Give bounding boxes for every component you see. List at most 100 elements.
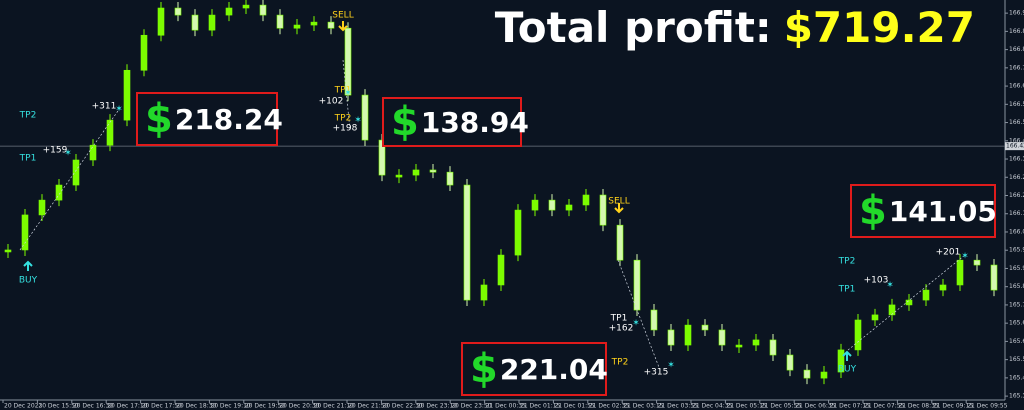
y-tick-label: 166.745 xyxy=(1009,64,1024,71)
y-tick-label: 166.070 xyxy=(1009,228,1024,235)
current-price-box xyxy=(1005,142,1024,151)
x-tick-label: 20 Dec 19:10 xyxy=(210,403,251,410)
y-tick-label: 166.520 xyxy=(1009,119,1024,126)
candle xyxy=(565,204,573,211)
marker-star: ✶ xyxy=(632,319,640,329)
candle xyxy=(123,69,131,121)
candle xyxy=(616,224,624,261)
candle xyxy=(582,194,590,206)
y-tick-label: 166.295 xyxy=(1009,174,1024,181)
y-tick-label: 165.770 xyxy=(1009,301,1024,308)
y-tick-label: 165.920 xyxy=(1009,265,1024,272)
signal-arrow xyxy=(614,203,624,214)
x-tick-label: 20 Dec 23:10 xyxy=(417,403,458,410)
candle xyxy=(106,119,114,146)
y-tick-label: 166.370 xyxy=(1009,156,1024,163)
x-tick-label: 21 Dec 05:55 xyxy=(761,403,802,410)
total-value: $719.27 xyxy=(784,3,975,52)
signal-label: BUY xyxy=(838,365,857,375)
x-tick-label: 20 Dec 18:30 xyxy=(176,403,217,410)
marker-star: ✶ xyxy=(886,281,894,291)
x-tick-label: 21 Dec 07:55 xyxy=(864,403,905,410)
y-tick-label: 165.470 xyxy=(1009,374,1024,381)
candle xyxy=(667,329,675,346)
y-tick-label: 166.145 xyxy=(1009,210,1024,217)
candle xyxy=(140,34,148,71)
candle xyxy=(718,329,726,346)
x-tick-label: 20 Dec 22:30 xyxy=(382,403,423,410)
candle xyxy=(293,24,301,29)
signal-label: TP2 xyxy=(19,111,37,121)
candle xyxy=(429,169,437,173)
candle xyxy=(939,284,947,291)
signal-arrow xyxy=(23,260,33,271)
x-tick-label: 21 Dec 09:55 xyxy=(967,403,1008,410)
candle xyxy=(395,174,403,178)
signal-arrow xyxy=(842,350,852,361)
y-tick-label: 166.670 xyxy=(1009,83,1024,90)
y-tick-label: 166.895 xyxy=(1009,28,1024,35)
profit-currency: $ xyxy=(470,346,498,392)
profit-box xyxy=(382,97,522,147)
candle xyxy=(820,371,828,379)
y-tick-label: 165.620 xyxy=(1009,338,1024,345)
candle xyxy=(752,339,760,346)
x-tick-label: 21 Dec 03:55 xyxy=(658,403,699,410)
x-tick-label: 20 Dec 20:30 xyxy=(279,403,320,410)
x-tick-label: 21 Dec 08:35 xyxy=(898,403,939,410)
candle xyxy=(888,304,896,316)
candle xyxy=(769,339,777,356)
total-label: Total profit: xyxy=(495,3,772,52)
x-tick-label: 20 Dec 16:30 xyxy=(73,403,114,410)
y-tick-label: 166.820 xyxy=(1009,46,1024,53)
marker-star: ✶ xyxy=(354,116,362,126)
signal-label: TP2 xyxy=(334,114,352,124)
profit-value: 141.05 xyxy=(889,195,997,228)
profit-text: $221.04 xyxy=(470,346,608,392)
x-tick-label: 20 Dec 2023 xyxy=(4,403,43,410)
current-price-label: 166.423 xyxy=(1006,143,1024,150)
candle xyxy=(922,289,930,301)
profit-currency: $ xyxy=(145,96,173,142)
y-tick-label: 165.995 xyxy=(1009,247,1024,254)
x-tick-label: 21 Dec 05:15 xyxy=(726,403,767,410)
marker-star: ✶ xyxy=(344,89,352,99)
y-tick-label: 165.845 xyxy=(1009,283,1024,290)
candle xyxy=(259,4,267,16)
candle xyxy=(786,354,794,371)
profit-box xyxy=(850,184,996,238)
candle xyxy=(208,14,216,31)
candle xyxy=(735,344,743,348)
y-tick-label: 166.970 xyxy=(1009,10,1024,17)
candle xyxy=(89,144,97,161)
x-tick-label: 21 Dec 02:35 xyxy=(589,403,630,410)
candle xyxy=(684,324,692,346)
candle xyxy=(905,299,913,306)
signal-arrow xyxy=(338,21,348,32)
candle xyxy=(191,14,199,31)
y-tick-label: 166.595 xyxy=(1009,101,1024,108)
candle xyxy=(327,21,335,29)
profit-currency: $ xyxy=(859,188,887,234)
candle xyxy=(514,209,522,256)
y-tick-label: 166.445 xyxy=(1009,137,1024,144)
candle xyxy=(633,259,641,311)
signal-label: TP2 xyxy=(838,257,856,267)
profit-text: $141.05 xyxy=(859,188,997,234)
signal-label: +162 xyxy=(609,324,634,334)
candle xyxy=(973,259,981,266)
trade-line xyxy=(847,254,966,351)
candle xyxy=(174,7,182,16)
x-tick-label: 21 Dec 04:35 xyxy=(692,403,733,410)
candle xyxy=(412,169,420,176)
candle xyxy=(497,254,505,286)
trade-line xyxy=(19,107,121,251)
candle xyxy=(650,309,658,331)
signal-label: TP2 xyxy=(611,358,629,368)
total-profit: Total profit: $719.27 xyxy=(495,3,975,52)
y-tick-label: 166.220 xyxy=(1009,192,1024,199)
candle xyxy=(599,194,607,226)
x-tick-label: 21 Dec 01:15 xyxy=(520,403,561,410)
signal-label: +198 xyxy=(333,124,358,134)
signal-label: +311 xyxy=(92,102,117,112)
